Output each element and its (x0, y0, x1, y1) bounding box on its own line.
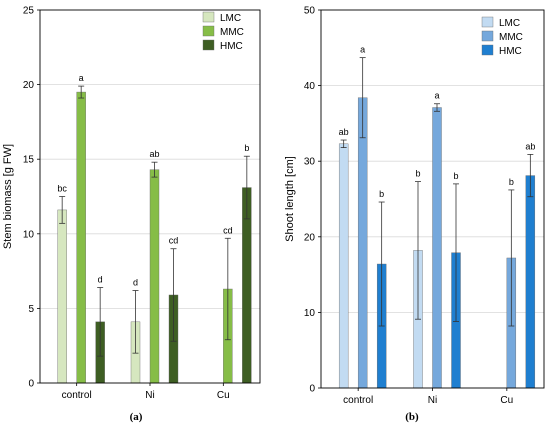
significance-label: a (360, 45, 365, 55)
significance-label: b (453, 171, 458, 181)
y-tick-label: 0 (309, 384, 315, 395)
significance-label: d (98, 275, 103, 285)
x-tick-label: Cu (500, 395, 513, 406)
legend-label-mmc: MMC (499, 32, 523, 43)
y-tick-label: 15 (23, 155, 35, 166)
x-tick-label: Ni (145, 390, 154, 401)
y-tick-label: 40 (304, 81, 316, 92)
significance-label: b (509, 177, 514, 187)
bar-lmc (57, 209, 67, 384)
x-tick-label: Cu (217, 390, 230, 401)
y-tick-label: 50 (304, 6, 316, 17)
legend-swatch-lmc (481, 16, 494, 28)
significance-label: bc (57, 184, 67, 194)
y-tick-label: 5 (28, 304, 34, 315)
x-tick-label: control (62, 390, 92, 401)
significance-label: b (379, 189, 384, 199)
significance-label: cd (169, 236, 179, 246)
legend-label-mmc: MMC (220, 27, 244, 38)
significance-label: ab (525, 141, 535, 151)
legend-label-hmc: HMC (220, 41, 243, 52)
legend-swatch-lmc (202, 11, 215, 23)
significance-label: ab (339, 127, 349, 137)
significance-label: d (133, 277, 138, 287)
bar-mmc (357, 97, 368, 389)
y-tick-label: 10 (23, 229, 35, 240)
y-tick-label: 20 (23, 80, 35, 91)
significance-label: a (434, 91, 439, 101)
legend-label-hmc: HMC (499, 46, 522, 57)
x-tick-label: Ni (428, 395, 437, 406)
y-tick-label: 20 (304, 232, 316, 243)
y-tick-label: 25 (23, 6, 35, 17)
significance-label: cd (223, 225, 233, 235)
significance-label: a (79, 73, 84, 83)
x-tick-label: control (343, 395, 373, 406)
significance-label: b (415, 169, 420, 179)
significance-label: ab (149, 149, 159, 159)
legend-label-lmc: LMC (499, 18, 520, 29)
legend-swatch-hmc (481, 44, 494, 56)
y-tick-label: 10 (304, 308, 316, 319)
chart-panel-a: 0 5 10 15 20 25 bc d a ab cd d cd b control Ni Cu Stem bi… (2, 6, 261, 423)
bar-mmc (149, 169, 160, 384)
y-tick-label: 0 (28, 379, 34, 390)
bar-mmc (432, 107, 442, 389)
significance-label: b (244, 143, 249, 153)
bar-lmc (338, 143, 349, 389)
panel-label: (b) (405, 411, 419, 423)
legend-swatch-hmc (202, 39, 215, 51)
legend-swatch-mmc (202, 25, 215, 37)
y-axis-title: Shoot length [cm] (284, 156, 296, 242)
legend: LMC MMC HMC (202, 11, 244, 52)
legend-swatch-mmc (481, 30, 494, 42)
panel-label: (a) (130, 411, 143, 423)
legend-label-lmc: LMC (220, 13, 241, 24)
y-tick-label: 30 (304, 157, 316, 168)
bar-hmc (525, 175, 536, 389)
bar-mmc (76, 91, 86, 384)
legend: LMC MMC HMC (481, 16, 523, 57)
y-axis-title: Stem biomass [g FW] (2, 144, 14, 249)
